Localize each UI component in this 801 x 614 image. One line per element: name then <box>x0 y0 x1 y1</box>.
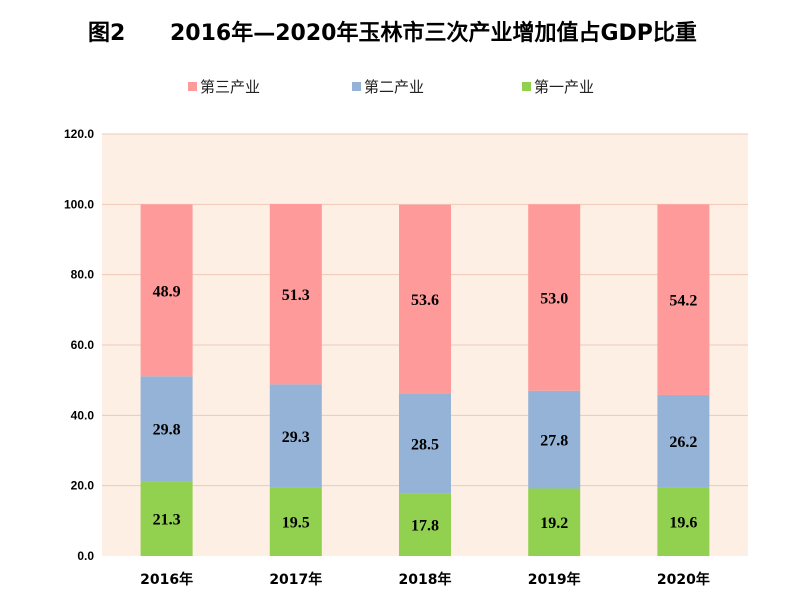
bar-segment <box>528 204 581 391</box>
bar-segment <box>269 487 322 556</box>
y-tick-label: 20.0 <box>71 479 95 493</box>
legend-swatch <box>188 82 197 91</box>
bar-segment <box>399 493 451 556</box>
x-tick-label: 2020年 <box>657 571 710 588</box>
bar-segment <box>528 390 581 489</box>
bar-segment <box>528 488 581 556</box>
bar-segment <box>140 481 193 556</box>
data-label: 53.6 <box>411 292 439 309</box>
bar-segment <box>399 204 451 394</box>
y-tick-label: 80.0 <box>71 268 95 282</box>
x-tick-label: 2016年 <box>140 571 193 588</box>
legend-swatch <box>352 82 361 91</box>
y-tick-label: 60.0 <box>71 338 95 352</box>
legend-label: 第二产业 <box>364 78 424 96</box>
bar-segment <box>269 384 322 488</box>
y-tick-label: 40.0 <box>71 408 95 422</box>
y-tick-label: 100.0 <box>64 197 94 211</box>
legend: 第三产业 第二产业 第一产业 <box>188 78 594 96</box>
data-label: 53.0 <box>540 291 568 308</box>
data-label: 51.3 <box>282 287 310 304</box>
data-label: 17.8 <box>411 518 439 535</box>
data-label: 29.8 <box>153 422 181 439</box>
x-tick-label: 2018年 <box>399 571 452 588</box>
x-axis: 2016年 2017年 2018年 2019年 2020年 <box>140 571 710 588</box>
data-label: 28.5 <box>411 436 439 453</box>
data-label: 26.2 <box>669 434 697 451</box>
chart-title: 2016年—2020年玉林市三次产业增加值占GDP比重 <box>170 20 697 46</box>
data-label: 21.3 <box>153 512 181 529</box>
data-label: 19.2 <box>540 515 568 532</box>
bar-segment <box>269 203 322 385</box>
data-label: 27.8 <box>540 433 568 450</box>
data-label: 29.3 <box>282 429 310 446</box>
legend-swatch <box>522 82 531 91</box>
chart-title-prefix: 图2 <box>88 21 125 46</box>
bar-segment <box>140 376 193 482</box>
data-label: 19.5 <box>282 515 310 532</box>
x-tick-label: 2019年 <box>528 571 581 588</box>
bar-segment <box>140 204 193 377</box>
legend-label: 第一产业 <box>534 78 594 96</box>
y-tick-label: 120.0 <box>64 127 94 141</box>
y-tick-label: 0.0 <box>77 549 94 563</box>
bars: 21.3 29.8 48.9 19.5 29.3 51.3 17.8 28.5 53.6 19.2… <box>140 203 710 556</box>
x-tick-label: 2017年 <box>269 571 322 588</box>
bar-segment <box>399 393 451 494</box>
data-label: 54.2 <box>669 293 697 310</box>
data-label: 19.6 <box>669 515 697 532</box>
bar-segment <box>657 487 710 556</box>
legend-label: 第三产业 <box>200 78 260 96</box>
data-label: 48.9 <box>153 283 181 300</box>
bar-segment <box>657 204 710 395</box>
y-axis: 0.0 20.0 40.0 60.0 80.0 100.0 120.0 <box>64 127 94 563</box>
bar-segment <box>657 394 710 488</box>
